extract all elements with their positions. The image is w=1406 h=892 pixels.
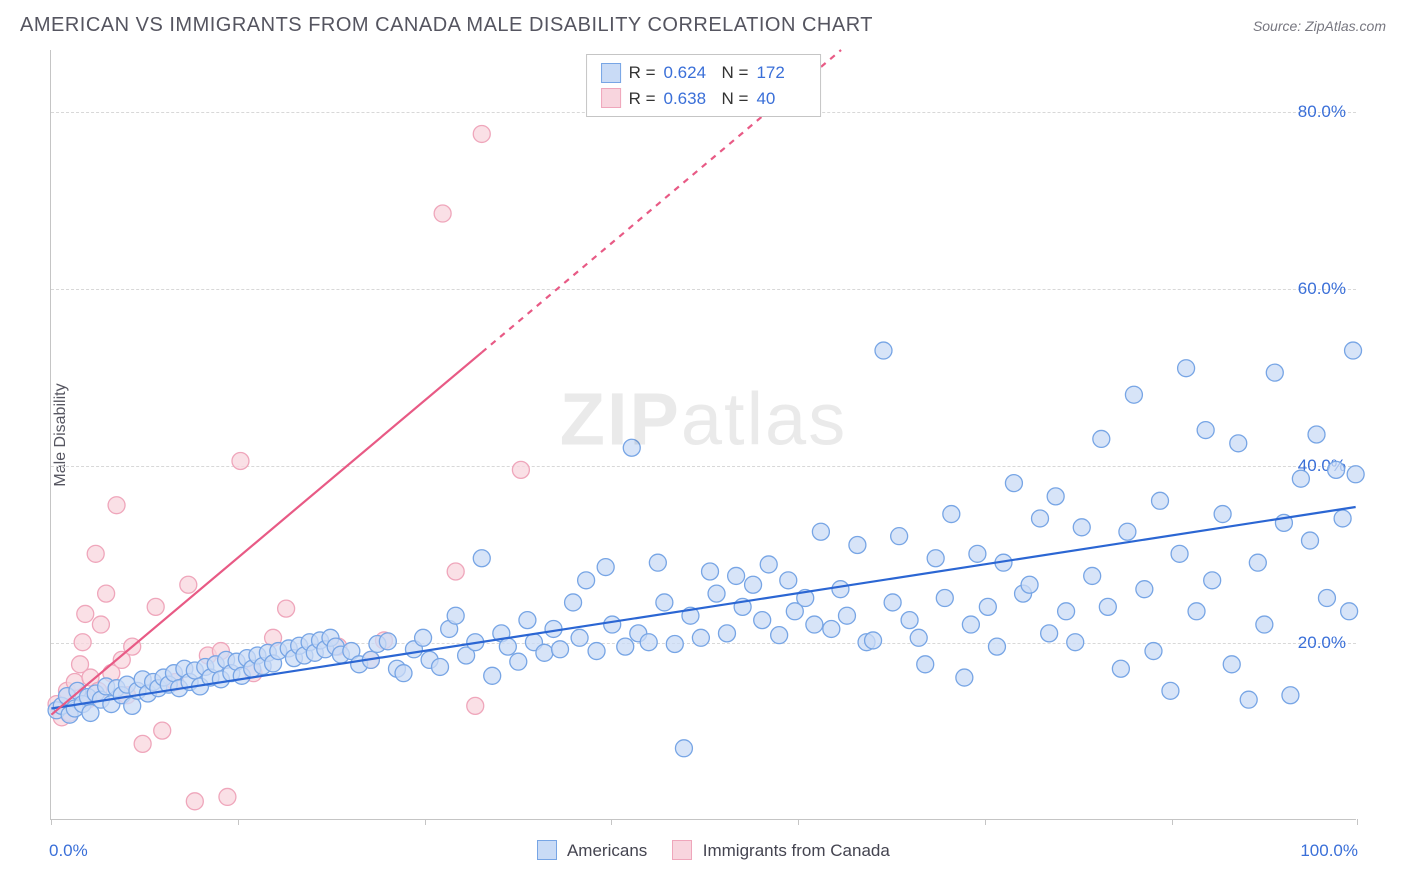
chart-plot-area: Male Disability 20.0%40.0%60.0%80.0% ZIP… [50, 50, 1356, 820]
swatch-pink-icon [601, 88, 621, 108]
legend-row-pink: R = 0.638 N = 40 [601, 86, 807, 112]
legend-blue-label: Americans [567, 841, 647, 860]
swatch-blue-icon [601, 63, 621, 83]
legend-row-blue: R = 0.624 N = 172 [601, 60, 807, 86]
swatch-blue-icon [537, 840, 557, 860]
swatch-pink-icon [672, 840, 692, 860]
legend-pink-label: Immigrants from Canada [703, 841, 890, 860]
chart-title: AMERICAN VS IMMIGRANTS FROM CANADA MALE … [20, 14, 873, 37]
x-axis-max-label: 100.0% [1300, 841, 1358, 861]
scatter-plot-svg [51, 50, 1356, 819]
series-legend: Americans Immigrants from Canada [51, 840, 1356, 861]
x-axis-min-label: 0.0% [49, 841, 88, 861]
correlation-legend: R = 0.624 N = 172 R = 0.638 N = 40 [586, 54, 822, 117]
source-attribution: Source: ZipAtlas.com [1253, 18, 1386, 34]
